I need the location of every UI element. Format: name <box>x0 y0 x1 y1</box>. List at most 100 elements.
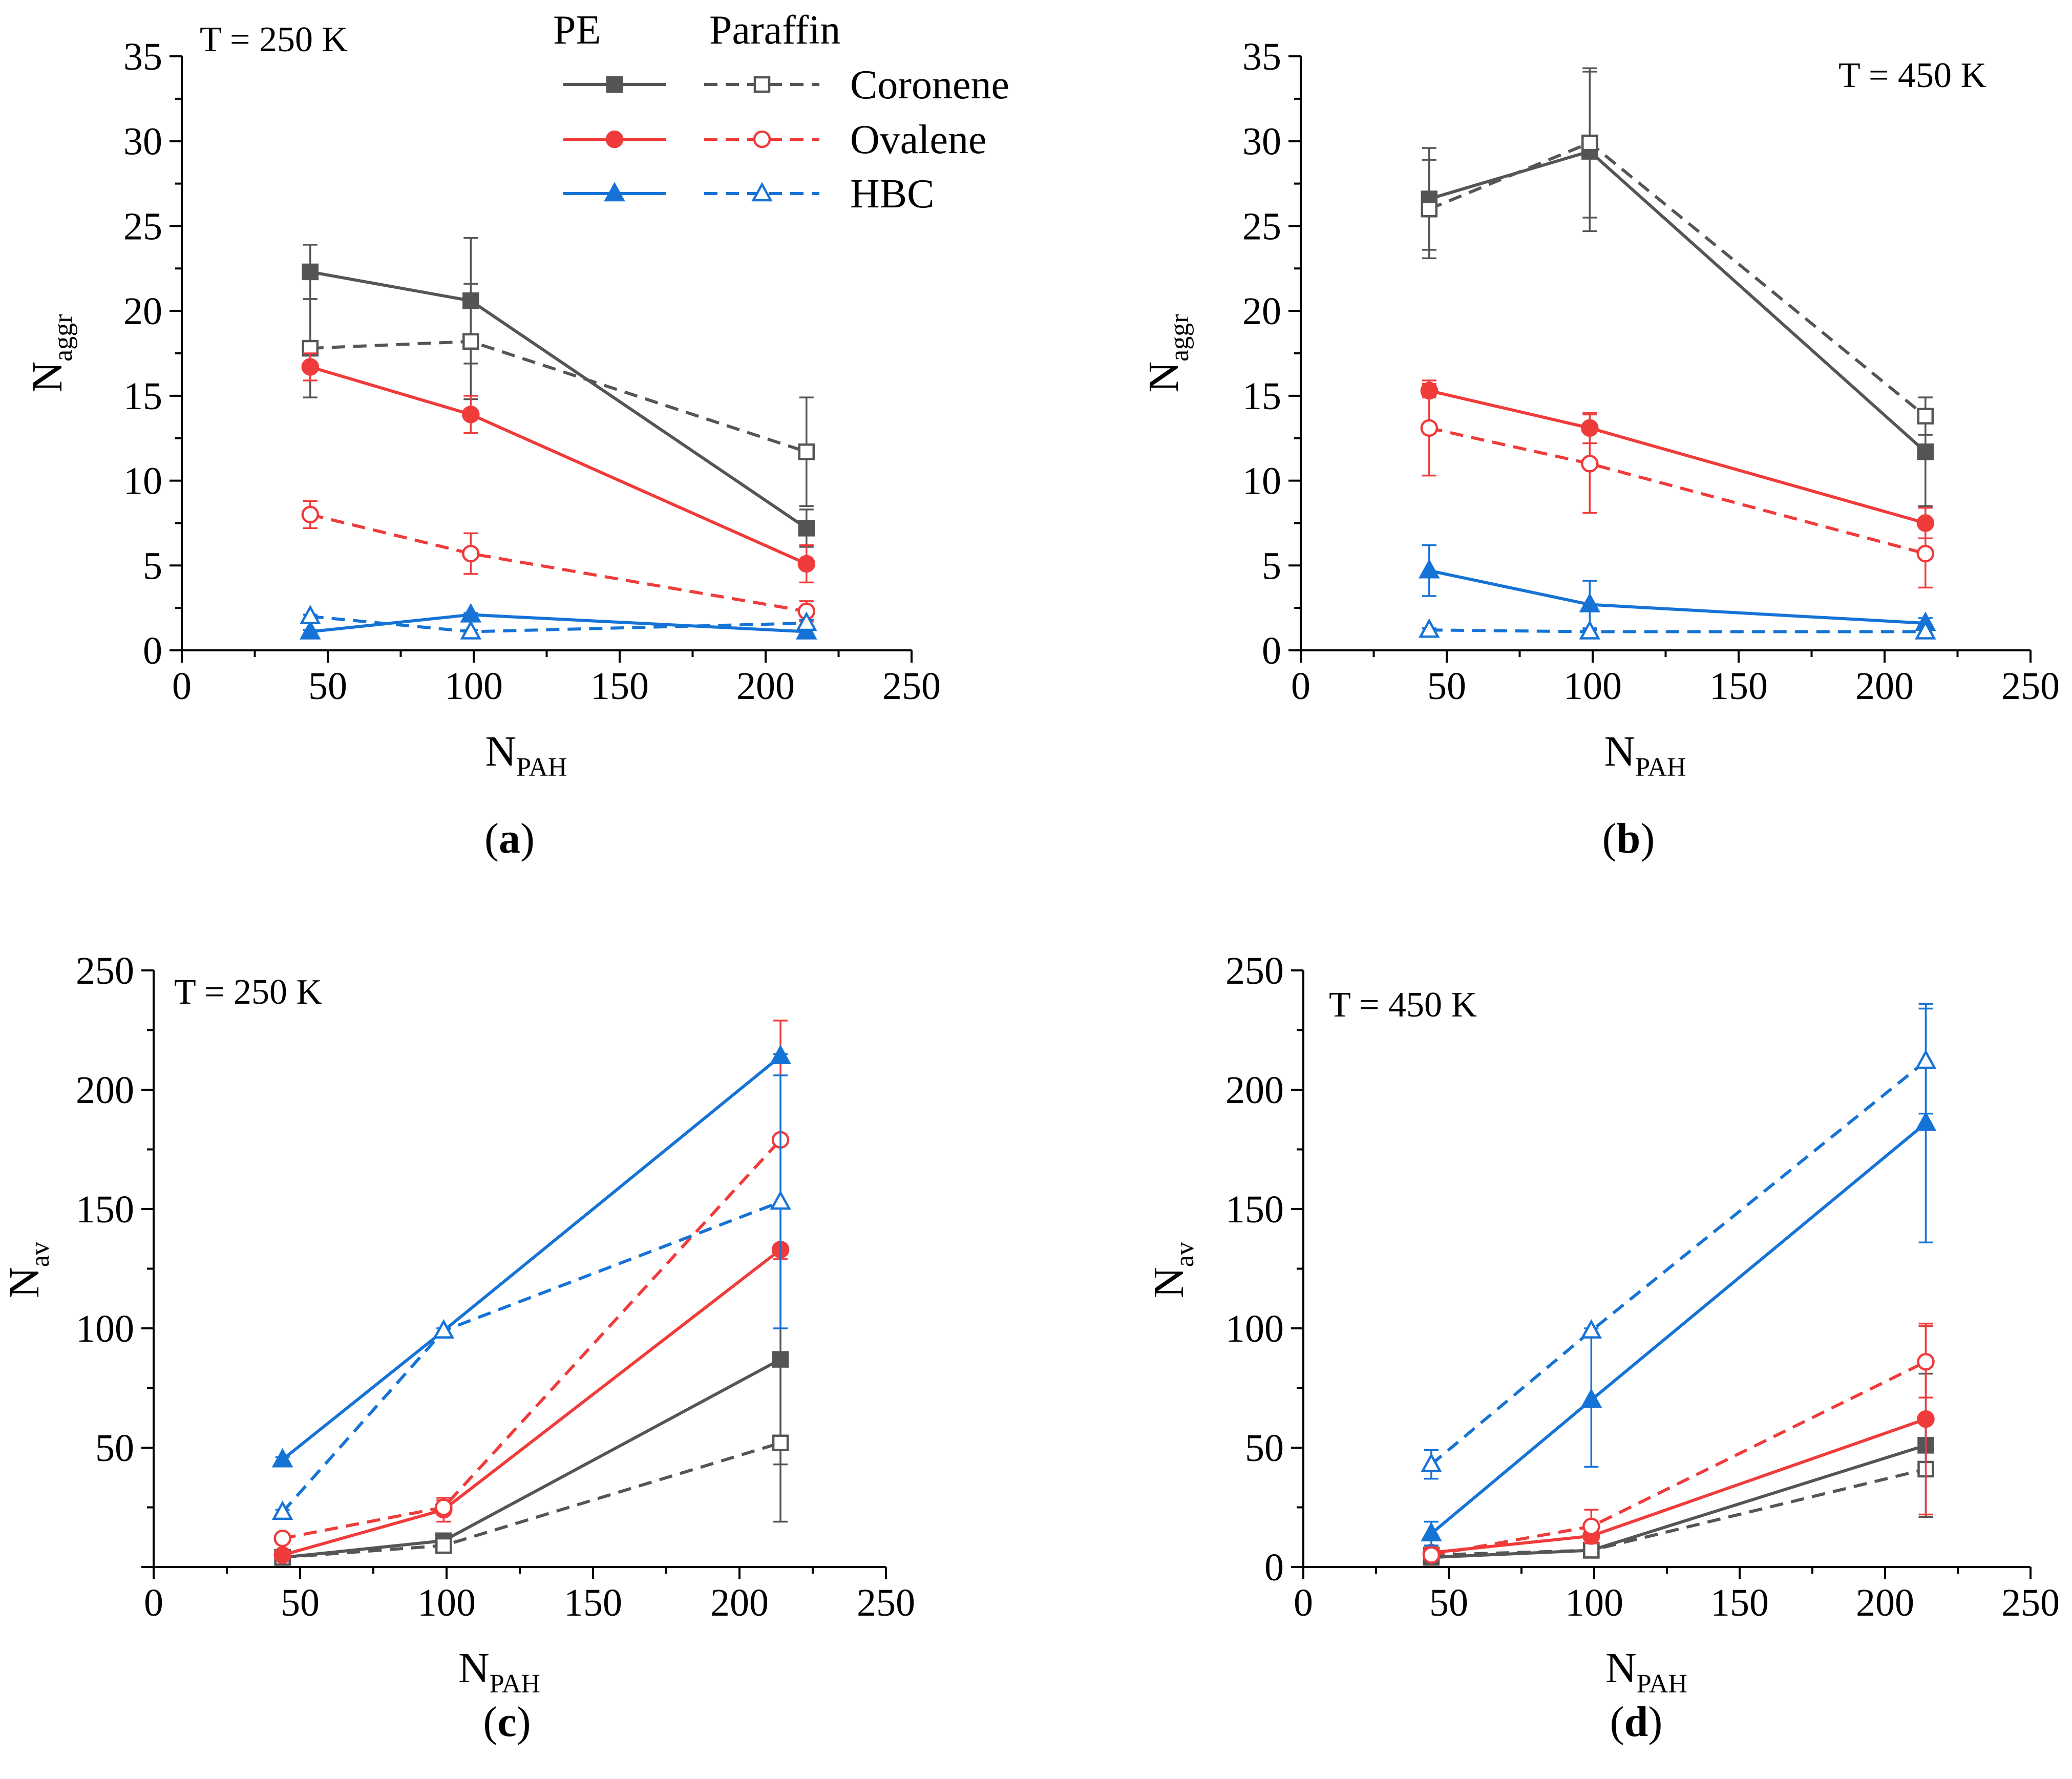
y-tick-label: 150 <box>1225 1188 1284 1231</box>
y-tick-label: 5 <box>1262 544 1281 587</box>
data-point <box>271 1448 293 1468</box>
x-axis-title: NPAH <box>1604 728 1686 782</box>
data-point <box>301 505 320 524</box>
x-tick-label: 0 <box>144 1581 163 1624</box>
x-axis-title: NPAH <box>1605 1644 1687 1699</box>
series-line <box>310 340 807 454</box>
data-point <box>1420 419 1439 437</box>
data-point <box>1917 1410 1935 1428</box>
panel-label: (b) <box>1602 815 1655 862</box>
x-axis-title-sub: PAH <box>490 1669 540 1699</box>
x-axis-title-sub: PAH <box>516 753 567 782</box>
x-tick-label: 150 <box>1710 1581 1769 1624</box>
x-tick-label: 150 <box>1709 665 1768 708</box>
series-line <box>1431 1360 1927 1557</box>
series-pe-coronene <box>1421 71 1934 507</box>
series-paraffin-hbc <box>300 605 817 640</box>
data-point <box>1580 1388 1602 1408</box>
x-axis-title-sub: PAH <box>1637 1669 1687 1699</box>
y-axis-title: Naggr <box>24 314 78 392</box>
data-point <box>1579 592 1601 612</box>
data-point <box>1580 1319 1602 1339</box>
panel-label: (a) <box>484 815 535 862</box>
series-paraffin-hbc <box>1421 1007 1937 1480</box>
x-tick-label: 100 <box>417 1581 476 1624</box>
x-tick-label: 100 <box>445 665 503 708</box>
x-axis-title-sub: PAH <box>1635 753 1686 782</box>
y-axis-title-main: N <box>1 1267 48 1298</box>
y-axis-title: Nav <box>1145 1242 1199 1298</box>
y-tick-label: 35 <box>1242 35 1281 78</box>
x-tick-label: 250 <box>882 665 941 708</box>
x-tick-label: 0 <box>172 665 192 708</box>
panel-a: 0 50 100 150 200 25005101520253035NPAHNaggrT … <box>24 20 941 862</box>
x-tick-label: 100 <box>1565 1581 1623 1624</box>
series-line <box>1430 1121 1927 1535</box>
y-tick-label: 50 <box>1245 1427 1284 1470</box>
series-paraffin-coronene <box>302 283 815 507</box>
legend-marker-paraffin <box>753 130 771 149</box>
data-point <box>301 358 320 376</box>
legend-marker-pe <box>606 76 623 93</box>
legend-label: HBC <box>850 172 935 217</box>
legend-marker-paraffin <box>751 182 773 202</box>
data-point <box>1915 1111 1937 1131</box>
legend-entry-hbc: HBC <box>563 172 935 217</box>
series-pe-ovalene <box>1420 382 1935 540</box>
y-tick-label: 0 <box>143 629 162 672</box>
temperature-annotation: T = 450 K <box>1329 985 1477 1025</box>
data-point <box>300 620 321 640</box>
data-point <box>796 611 817 631</box>
data-point <box>772 1434 789 1451</box>
y-tick-label: 30 <box>123 120 162 163</box>
series-pe-ovalene <box>301 352 816 584</box>
series-paraffin-hbc <box>271 1074 791 1520</box>
data-point <box>462 406 480 423</box>
series-paraffin-hbc <box>1419 618 1936 640</box>
x-tick-label: 100 <box>1563 665 1622 708</box>
legend-marker-paraffin <box>753 76 771 93</box>
data-point <box>1915 1049 1937 1069</box>
data-point <box>1421 1522 1442 1542</box>
series-line <box>282 1358 781 1559</box>
data-point <box>1579 620 1601 640</box>
legend-header-paraffin: Paraffin <box>709 8 840 53</box>
series-pe-coronene <box>302 237 815 548</box>
x-tick-label: 200 <box>710 1581 769 1624</box>
legend-entry-ovalene: Ovalene <box>563 117 987 162</box>
y-tick-label: 250 <box>76 949 134 992</box>
x-tick-label: 150 <box>564 1581 622 1624</box>
series-line <box>1429 628 1926 633</box>
data-point <box>273 1529 291 1548</box>
data-point <box>273 1546 291 1564</box>
series-line <box>310 270 808 530</box>
legend-marker-pe <box>605 130 624 149</box>
x-tick-label: 250 <box>2001 1581 2060 1624</box>
y-tick-label: 10 <box>1242 460 1281 503</box>
temperature-annotation: T = 250 K <box>200 20 348 59</box>
series-line <box>282 1441 781 1559</box>
series-line <box>1429 426 1926 555</box>
series-paraffin-ovalene <box>273 1020 790 1548</box>
y-tick-label: 10 <box>123 460 162 503</box>
temperature-annotation: T = 450 K <box>1838 56 1986 95</box>
series-pe-hbc <box>271 1045 791 1468</box>
data-point <box>300 605 321 624</box>
series-line <box>1430 1060 1927 1466</box>
data-point <box>770 1190 791 1210</box>
data-point <box>1915 620 1936 640</box>
y-tick-label: 150 <box>76 1188 134 1231</box>
legend-header-pe: PE <box>553 8 601 53</box>
data-point <box>433 1319 455 1339</box>
y-tick-label: 20 <box>123 290 162 333</box>
data-point <box>1917 408 1934 425</box>
y-axis-title: Naggr <box>1140 314 1194 392</box>
x-tick-label: 50 <box>308 665 347 708</box>
x-axis-title: NPAH <box>458 1644 540 1699</box>
data-point <box>435 1537 452 1554</box>
data-point <box>435 1498 453 1516</box>
x-axis-title-main: N <box>458 1644 490 1692</box>
y-tick-label: 15 <box>1242 375 1281 418</box>
